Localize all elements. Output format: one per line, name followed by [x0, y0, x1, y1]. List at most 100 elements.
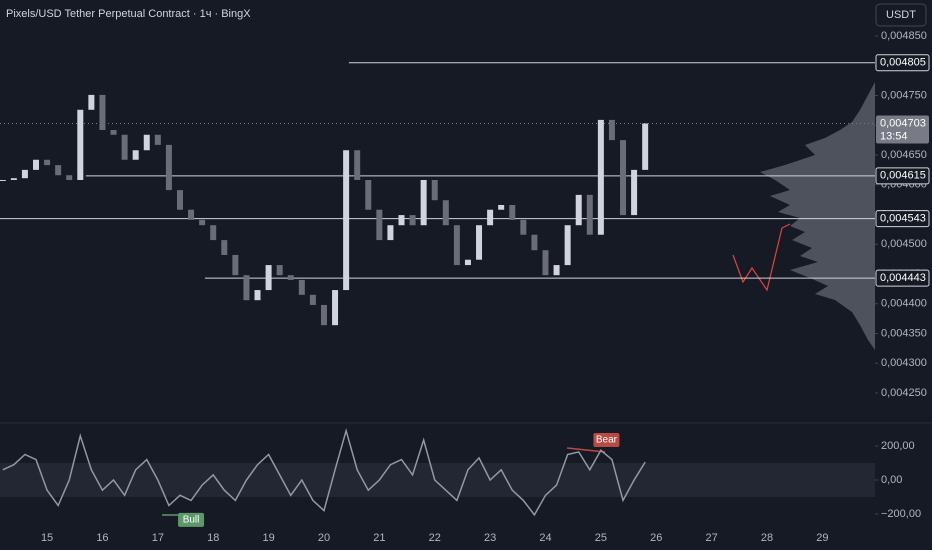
candle	[21, 169, 28, 179]
candle	[343, 150, 350, 291]
candle	[398, 215, 405, 226]
candle	[376, 209, 383, 241]
candle	[409, 215, 416, 226]
level-label: 0,004615	[880, 170, 926, 182]
candle	[55, 165, 62, 176]
candle	[442, 200, 449, 226]
candle	[509, 204, 516, 220]
last-price-tag	[876, 115, 929, 144]
chart-title: Pixels/USD Tether Perpetual Contract · 1…	[6, 8, 251, 20]
candle	[597, 119, 604, 235]
x-tick-label: 15	[41, 532, 53, 544]
annotation-label: Bull	[183, 514, 200, 525]
annotation-label: Bear	[596, 435, 618, 446]
countdown: 13:54	[880, 130, 908, 142]
candle	[387, 225, 394, 241]
candle	[10, 178, 17, 180]
x-tick-label: 20	[318, 532, 330, 544]
candle	[210, 225, 217, 241]
candle	[99, 94, 106, 131]
y-tick-label: 0,00	[881, 474, 902, 486]
x-tick-label: 26	[650, 532, 662, 544]
candle	[420, 179, 427, 226]
candle	[199, 219, 206, 226]
candle	[608, 119, 615, 141]
currency-button[interactable]	[875, 3, 927, 27]
cci-line	[2, 427, 646, 517]
x-tick-label: 21	[373, 532, 385, 544]
y-tick-label: 0,004500	[881, 238, 927, 250]
candle	[520, 219, 527, 235]
currency-label[interactable]: USDT	[886, 9, 916, 21]
x-tick-label: 17	[152, 532, 164, 544]
y-tick-label: 0,004300	[881, 357, 927, 369]
level-label: 0,004443	[880, 272, 926, 284]
level-label: 0,004805	[880, 57, 926, 69]
candle	[642, 123, 649, 170]
candle	[165, 144, 172, 191]
x-tick-label: 23	[484, 532, 496, 544]
x-tick-label: 29	[816, 532, 828, 544]
candle	[77, 109, 84, 180]
candle	[132, 150, 139, 160]
candle	[575, 194, 582, 226]
candle	[332, 290, 339, 326]
y-tick-label: 0,004850	[881, 30, 927, 42]
volume-profile	[760, 82, 875, 350]
candle	[320, 304, 327, 326]
candle	[631, 169, 638, 216]
y-tick-label: 0,004400	[881, 298, 927, 310]
candle	[276, 265, 283, 276]
candle	[232, 254, 239, 276]
y-tick-label: 0,004250	[881, 387, 927, 399]
candle	[143, 134, 150, 151]
y-tick-label: −200,00	[881, 508, 921, 520]
candle	[564, 225, 571, 266]
candle	[221, 240, 228, 255]
y-tick-label: 0,004750	[881, 89, 927, 101]
candle	[287, 275, 294, 280]
candle	[0, 179, 6, 181]
y-tick-label: 0,004650	[881, 149, 927, 161]
candle	[121, 134, 128, 160]
candle	[32, 159, 39, 170]
candle	[464, 259, 471, 266]
x-tick-label: 16	[96, 532, 108, 544]
candle	[243, 275, 250, 301]
candle	[188, 209, 195, 220]
y-tick-label: 200,00	[881, 440, 915, 452]
candle	[365, 179, 372, 210]
candle	[254, 290, 261, 301]
candle	[154, 134, 161, 145]
candle	[586, 194, 593, 235]
level-tag	[875, 167, 930, 185]
x-tick-label: 28	[761, 532, 773, 544]
annotation-tag	[593, 433, 620, 448]
candle	[476, 225, 483, 260]
candle	[453, 225, 460, 266]
drawing	[732, 223, 791, 292]
y-tick-label: 0,004350	[881, 327, 927, 339]
level-tag	[875, 269, 930, 287]
candle	[487, 209, 494, 226]
candle	[531, 234, 538, 251]
candle	[354, 150, 361, 180]
cci-band	[0, 463, 875, 497]
x-tick-label: 24	[539, 532, 551, 544]
candle	[265, 265, 272, 291]
x-tick-label: 27	[706, 532, 718, 544]
candle	[431, 179, 438, 201]
candle	[553, 265, 560, 276]
level-label: 0,004543	[880, 213, 926, 225]
candle	[298, 279, 305, 295]
candle	[66, 175, 73, 180]
candle	[542, 250, 549, 276]
candle	[309, 294, 316, 305]
last-price-label: 0,004703	[880, 117, 926, 129]
candle	[88, 94, 95, 110]
x-tick-label: 22	[429, 532, 441, 544]
x-tick-label: 19	[262, 532, 274, 544]
x-tick-label: 25	[595, 532, 607, 544]
